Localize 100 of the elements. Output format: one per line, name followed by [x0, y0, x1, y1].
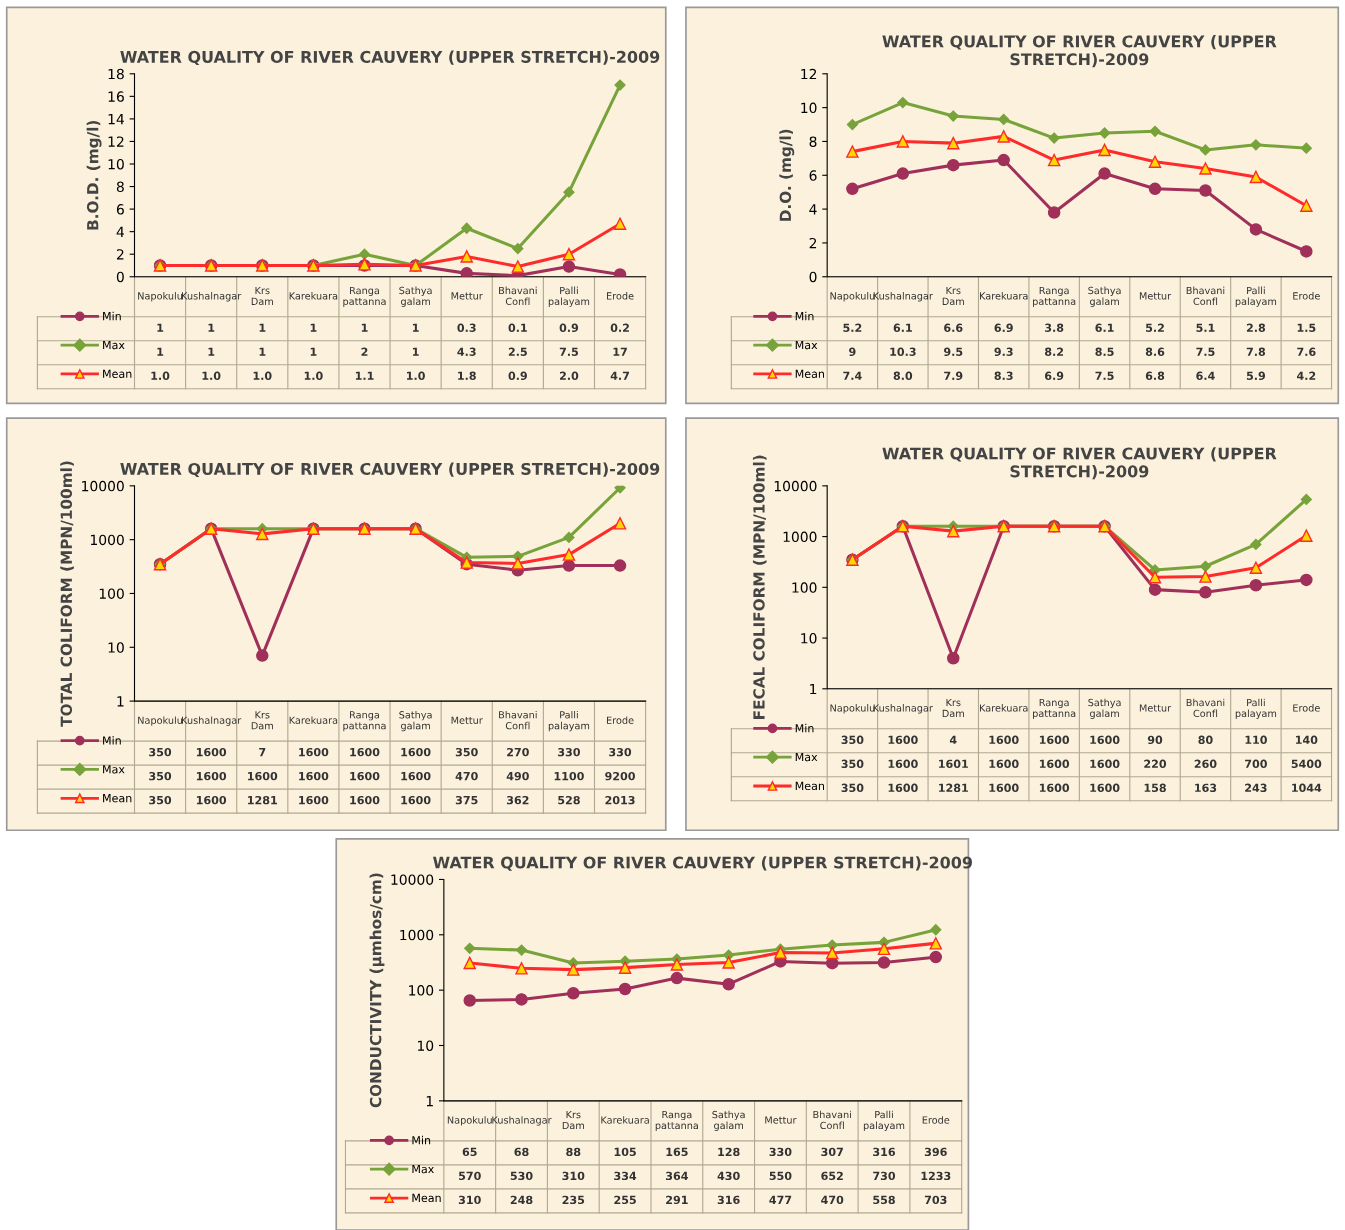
- data-label: 396: [924, 1147, 947, 1157]
- data-label: 1.0: [253, 371, 272, 380]
- data-label: 350: [149, 747, 172, 757]
- data-label: 1601: [939, 759, 968, 769]
- y-tick-label: 100: [99, 588, 124, 599]
- data-label: 2.5: [508, 347, 527, 356]
- y-tick-label: 1: [426, 1096, 433, 1107]
- category-label: Ranga pattanna: [1033, 286, 1076, 307]
- data-label: 1.8: [458, 371, 476, 380]
- category-label: Karekuara: [980, 704, 1028, 712]
- data-label: 4.2: [1296, 371, 1316, 380]
- data-label: 652: [821, 1171, 843, 1181]
- data-label: 0.9: [559, 323, 579, 332]
- y-tick-label: 8: [809, 136, 817, 147]
- category-label: Ranga pattanna: [655, 1111, 698, 1131]
- y-tick-label: 12: [108, 136, 124, 147]
- data-label: 1600: [401, 771, 431, 781]
- category-label: Karekuara: [289, 292, 338, 300]
- data-label: 1: [157, 347, 164, 356]
- chart-title: WATER QUALITY OF RIVER CAUVERY (UPPER STRETCH)-2009: [120, 50, 660, 66]
- data-label: 88: [566, 1147, 581, 1157]
- data-label: 470: [455, 771, 478, 781]
- category-label: Sathya galam: [712, 1110, 745, 1131]
- data-label: 80: [1198, 735, 1213, 745]
- data-label: 1600: [1090, 735, 1120, 745]
- data-label: 350: [841, 735, 864, 745]
- y-axis-title: FECAL COLIFORM (MPN/100ml): [752, 455, 767, 719]
- y-tick-label: 100: [409, 985, 434, 996]
- category-label: Palli palayam: [548, 710, 590, 732]
- y-tick-label: 16: [108, 91, 124, 102]
- category-label: Kushalnagar: [873, 292, 933, 302]
- y-tick-label: 10: [801, 633, 817, 644]
- y-tick-label: 100: [792, 582, 817, 593]
- data-label: 330: [769, 1147, 792, 1157]
- data-label: 470: [821, 1195, 844, 1205]
- data-label: 350: [149, 795, 172, 805]
- legend-label: Min: [412, 1135, 431, 1145]
- category-label: Erode: [1293, 292, 1320, 300]
- category-label: Napokulu: [138, 292, 183, 302]
- category-label: Palli palayam: [1235, 698, 1277, 719]
- legend-label: Min: [103, 736, 121, 745]
- data-label: 2013: [605, 795, 635, 805]
- data-label: 477: [769, 1195, 792, 1204]
- data-label: 1600: [248, 771, 278, 781]
- chart-title: WATER QUALITY OF RIVER CAUVERY (UPPER STRETCH)-2009: [120, 462, 660, 478]
- y-tick-label: 10: [801, 102, 817, 114]
- category-label: Karekuara: [601, 1116, 649, 1124]
- category-label: Kushalnagar: [873, 704, 933, 714]
- data-label: 140: [1295, 735, 1318, 745]
- category-label: Mettur: [451, 292, 483, 300]
- data-label: 7.9: [944, 371, 963, 380]
- legend-label: Max: [795, 340, 818, 350]
- y-tick-label: 12: [801, 68, 817, 80]
- legend-label: Mean: [795, 781, 825, 791]
- data-label: 350: [455, 747, 478, 757]
- legend-label: Mean: [795, 369, 825, 378]
- category-label: Karekuara: [980, 292, 1028, 300]
- category-label: Mettur: [765, 1116, 797, 1124]
- legend-label: Mean: [412, 1193, 441, 1203]
- data-label: 7.5: [559, 347, 578, 356]
- data-label: 0.2: [610, 323, 629, 332]
- y-tick-label: 14: [108, 114, 124, 125]
- data-label: 1600: [1090, 783, 1120, 793]
- category-label: Bhavani Confl: [499, 710, 537, 730]
- category-label: Erode: [922, 1116, 950, 1124]
- legend-label: Max: [795, 752, 818, 762]
- legend-label: Mean: [103, 369, 132, 378]
- category-label: Erode: [606, 716, 634, 724]
- category-label: Napokulu: [830, 704, 875, 714]
- data-label: 334: [614, 1171, 637, 1181]
- y-axis-title: TOTAL COLIFORM (MPN/100ml): [60, 461, 74, 727]
- data-label: 310: [458, 1195, 481, 1205]
- data-label: 6.8: [1145, 371, 1165, 380]
- data-label: 90: [1147, 735, 1163, 745]
- data-label: 8.5: [1095, 347, 1114, 356]
- data-label: 8.2: [1044, 347, 1064, 356]
- y-tick-label: 10000: [774, 480, 817, 492]
- data-label: 364: [666, 1171, 688, 1181]
- data-label: 1600: [888, 783, 918, 793]
- data-label: 6.4: [1196, 371, 1215, 380]
- data-label: 1: [259, 323, 266, 332]
- category-label: Krs Dam: [942, 286, 964, 306]
- data-label: 703: [924, 1195, 947, 1205]
- data-label: 5.2: [843, 323, 862, 332]
- y-tick-label: 10000: [82, 480, 124, 492]
- data-label: 9.3: [994, 347, 1013, 356]
- data-label: 330: [558, 747, 580, 757]
- category-label: Sathya galam: [399, 286, 432, 307]
- data-label: 1600: [989, 735, 1019, 745]
- data-label: 1600: [299, 771, 329, 781]
- data-label: 3.8: [1045, 323, 1064, 332]
- legend-label: Min: [795, 311, 814, 321]
- y-tick-label: 4: [809, 204, 817, 215]
- data-label: 1100: [554, 771, 584, 781]
- data-label: 330: [609, 747, 632, 757]
- category-label: Sathya galam: [1088, 698, 1121, 719]
- data-label: 1: [361, 323, 368, 332]
- data-label: 1281: [248, 795, 277, 805]
- y-axis-title: CONDUCTIVITY (µmhos/cm): [369, 873, 385, 1108]
- category-label: Mettur: [1139, 292, 1172, 300]
